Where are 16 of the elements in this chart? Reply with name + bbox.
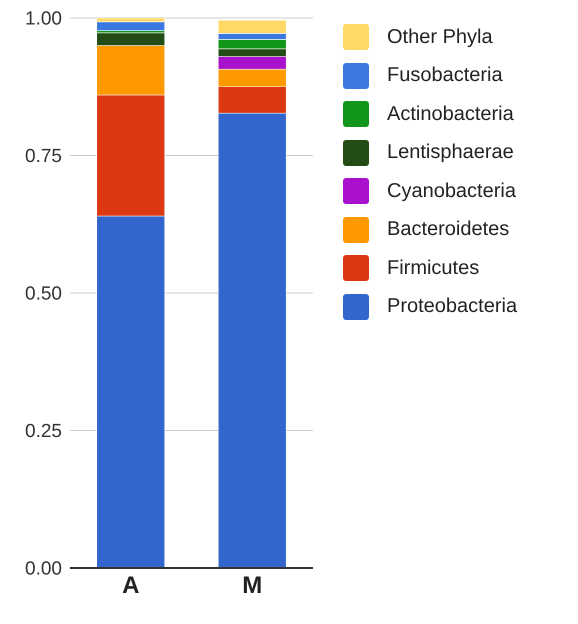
legend-label: Proteobacteria (387, 295, 518, 318)
y-tick-label: 1.00 (25, 8, 62, 30)
legend-label: Actinobacteria (387, 102, 514, 126)
legend-label: Lentisphaerae (387, 141, 514, 164)
y-tick-label: 0.75 (25, 146, 62, 168)
legend-label: Bacteroidetes (387, 218, 510, 242)
legend-label: Firmicutes (387, 256, 480, 280)
bar (96, 22, 166, 31)
x-tick-label: A (122, 572, 140, 600)
legend-label: Cyanobacteria (387, 180, 516, 203)
x-tick-label: M (242, 572, 262, 600)
legend-label: Other Phyla (387, 26, 493, 49)
y-tick-label: 0.25 (25, 421, 62, 442)
y-tick-label: 0.50 (25, 284, 62, 305)
y-tick-label: 0.00 (25, 558, 62, 580)
legend-label: Fusobacteria (387, 64, 503, 88)
